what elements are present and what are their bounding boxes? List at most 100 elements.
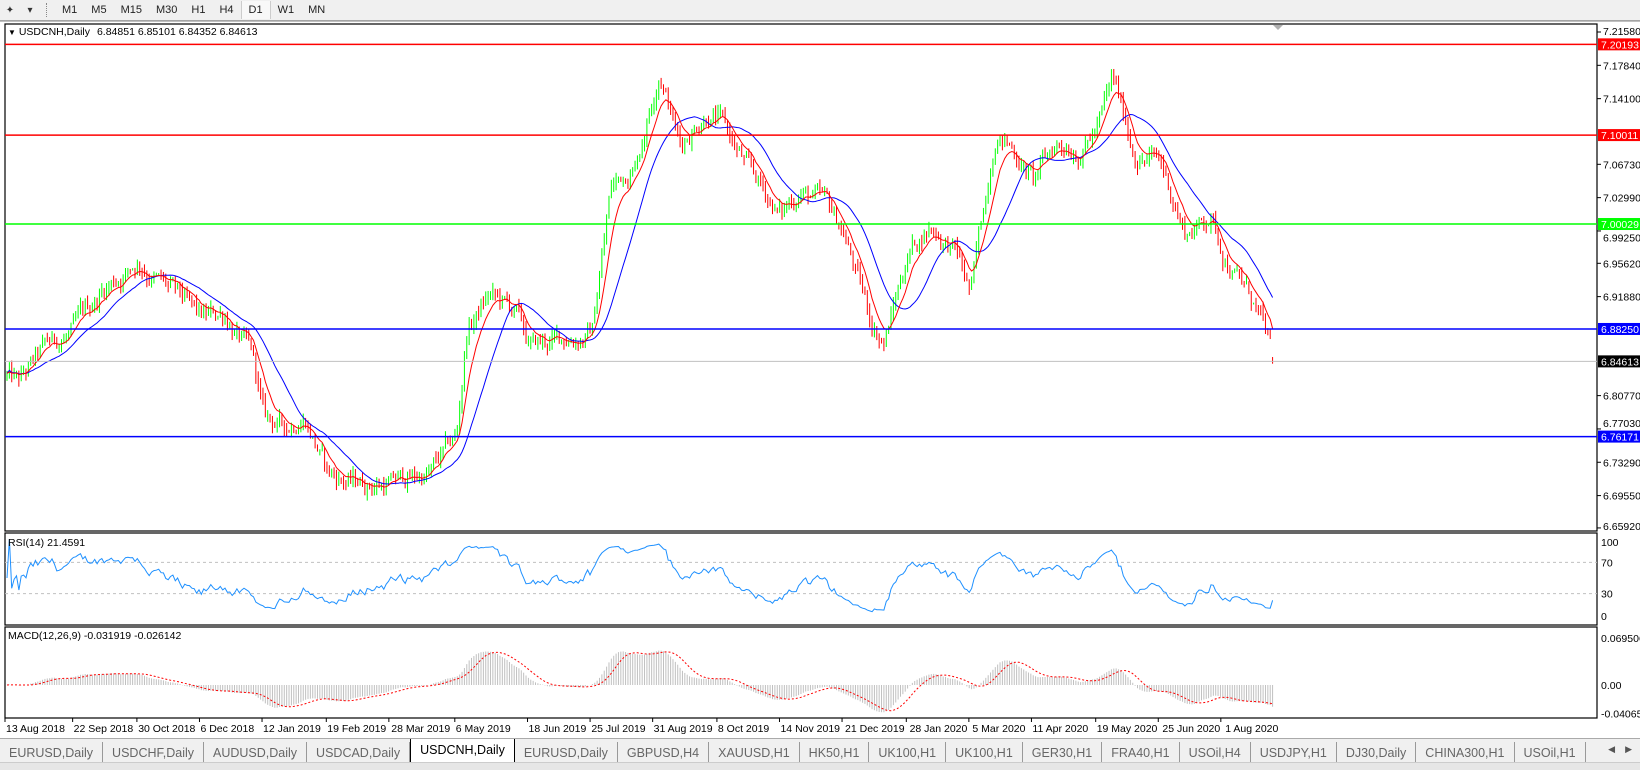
rsi-label: RSI(14) 21.4591 — [8, 537, 86, 549]
timeframe-toolbar: ✦ ▾ M1 M5 M15 M30 H1 H4 D1 W1 MN — [0, 0, 1640, 21]
chart-tab[interactable]: GBPUSD,H4 — [618, 742, 710, 764]
chart-tab[interactable]: UK100,H1 — [946, 742, 1023, 764]
price-tag — [1598, 430, 1640, 443]
candles — [6, 68, 1274, 501]
price-tick-label: 7.14100 — [1603, 94, 1640, 106]
timeframe-h4[interactable]: H4 — [219, 4, 234, 16]
collapse-arrow-icon[interactable]: ▼ — [8, 28, 16, 37]
timeframe-m1[interactable]: M1 — [62, 4, 78, 16]
date-tick-label: 25 Jun 2020 — [1162, 723, 1220, 735]
chart-tab[interactable]: EURUSD,Daily — [0, 742, 104, 764]
chart-canvas[interactable]: 7.21580 7.17840 7.14100 7.06730 7.02990 6.992… — [0, 0, 1640, 738]
date-tick-label: 5 Mar 2020 — [972, 723, 1025, 735]
timeframe-m5[interactable]: M5 — [91, 4, 107, 16]
price-tag-label: 7.20193 — [1601, 39, 1639, 51]
date-tick-label: 21 Dec 2019 — [845, 723, 905, 735]
timeframe-d1[interactable]: D1 — [240, 1, 271, 19]
chart-tab[interactable]: CHINA300,H1 — [1416, 742, 1515, 764]
chart-tab[interactable]: USDJPY,H1 — [1251, 742, 1337, 764]
price-tag-label: 7.00029 — [1601, 219, 1639, 231]
price-tick-label: 7.21580 — [1603, 26, 1640, 38]
chart-tabs: EURUSD,Daily USDCHF,Daily AUDUSD,Daily USDC… — [0, 738, 1640, 765]
chart-tab[interactable]: USOil,H4 — [1180, 742, 1251, 764]
rsi-line — [6, 538, 1274, 613]
tab-scroll: ◀ ▶ — [1600, 739, 1640, 760]
chart-tab[interactable]: DJ30,Daily — [1337, 742, 1417, 764]
chart-shift-marker-icon — [1273, 25, 1283, 30]
price-tick-label: 7.06730 — [1603, 159, 1640, 171]
date-tick-label: 1 Aug 2020 — [1225, 723, 1278, 735]
chart-tab[interactable]: HK50,H1 — [800, 742, 870, 764]
rsi-panel-border — [4, 532, 1598, 626]
date-tick-label: 19 May 2020 — [1097, 723, 1158, 735]
price-tick-label: 6.65920 — [1603, 521, 1640, 533]
tab-scroll-right-icon[interactable]: ▶ — [1625, 744, 1632, 754]
chart-tab[interactable]: AUDUSD,Daily — [204, 742, 308, 764]
price-tick-label: 6.77030 — [1603, 418, 1640, 430]
price-tag — [1598, 218, 1640, 231]
date-tick-label: 6 May 2019 — [456, 723, 511, 735]
price-tag — [1598, 322, 1640, 335]
chart-tab[interactable]: FRA40,H1 — [1102, 742, 1180, 764]
macd-panel-border — [4, 626, 1598, 719]
chart-tab[interactable]: USDCAD,Daily — [307, 742, 411, 764]
date-tick-label: 28 Mar 2019 — [391, 723, 450, 735]
dropdown-arrow-icon[interactable]: ▾ — [27, 4, 33, 16]
rsi-tick-label: 100 — [1601, 537, 1619, 549]
chart-tab[interactable]: GER30,H1 — [1023, 742, 1103, 764]
macd-tick-label: 0.00 — [1601, 680, 1622, 692]
price-tick-label: 6.91880 — [1603, 292, 1640, 304]
price-tag — [1598, 38, 1640, 51]
macd-tick-label: -0.040655 — [1601, 709, 1640, 721]
date-tick-label: 14 Nov 2019 — [780, 723, 840, 735]
rsi-indicator: 100 70 30 0 — [5, 537, 1619, 623]
date-tick-label: 12 Jan 2019 — [263, 723, 321, 735]
price-tag — [1598, 129, 1640, 142]
timeframe-w1[interactable]: W1 — [277, 4, 295, 16]
macd-indicator: 0.069506 0.00 -0.040655 — [6, 633, 1640, 721]
date-tick-label: 19 Feb 2019 — [327, 723, 386, 735]
status-strip — [0, 762, 1640, 770]
price-tick-label: 7.02990 — [1603, 193, 1640, 205]
chart-tab[interactable]: XAUUSD,H1 — [709, 742, 800, 764]
main-panel-border — [4, 23, 1598, 532]
date-tick-label: 11 Apr 2020 — [1032, 723, 1088, 735]
macd-tick-label: 0.069506 — [1601, 633, 1640, 645]
macd-signal-line — [6, 651, 1273, 712]
line-tools-icon[interactable]: ✦ — [5, 4, 15, 16]
symbol-label: USDCNH,Daily — [18, 26, 91, 38]
timeframe-mn[interactable]: MN — [308, 4, 326, 16]
price-tag — [1598, 355, 1640, 368]
chart-tab[interactable]: EURUSD,Daily — [515, 742, 618, 764]
date-tick-label: 30 Oct 2018 — [138, 723, 195, 735]
price-tick-label: 6.80770 — [1603, 391, 1640, 403]
timeframe-list: M1 M5 M15 M30 H1 H4 D1 W1 MN — [55, 1, 332, 19]
chart-tab[interactable]: USDCHF,Daily — [103, 742, 204, 764]
ma-fast-line — [6, 91, 1274, 488]
date-tick-label: 18 Jun 2019 — [529, 723, 587, 735]
price-tick-label: 6.99250 — [1603, 233, 1640, 245]
date-tick-label: 28 Jan 2020 — [910, 723, 968, 735]
timeframe-m15[interactable]: M15 — [120, 4, 142, 16]
price-tick-label: 6.95620 — [1603, 258, 1640, 270]
timeframe-m30[interactable]: M30 — [155, 4, 178, 16]
ohlc-values: 6.84851 6.85101 6.84352 6.84613 — [96, 26, 258, 38]
ma-slow-line — [6, 113, 1274, 485]
price-tag-label: 6.76171 — [1601, 432, 1639, 444]
price-tag-label: 6.84613 — [1601, 356, 1639, 368]
date-tick-label: 13 Aug 2018 — [6, 723, 65, 735]
timeframe-h1[interactable]: H1 — [191, 4, 206, 16]
date-tick-label: 6 Dec 2018 — [200, 723, 254, 735]
price-tag-label: 7.10011 — [1601, 130, 1638, 142]
chart-tab[interactable]: USDCNH,Daily — [410, 739, 515, 765]
date-axis: 13 Aug 2018 22 Sep 2018 30 Oct 2018 6 Dec 2… — [4, 718, 1279, 735]
tab-scroll-left-icon[interactable]: ◀ — [1608, 744, 1616, 754]
price-axis: 7.21580 7.17840 7.14100 7.06730 7.02990 6.992… — [1597, 26, 1640, 533]
price-tick-label: 6.73290 — [1603, 457, 1640, 469]
chart-tab[interactable]: USOil,H1 — [1515, 742, 1586, 764]
rsi-tick-label: 30 — [1601, 589, 1613, 601]
chart-tab[interactable]: UK100,H1 — [869, 742, 947, 764]
date-tick-label: 31 Aug 2019 — [654, 723, 713, 735]
price-tick-label: 6.69550 — [1603, 491, 1640, 503]
chart-title: ▼ USDCNH,Daily 6.84851 6.85101 6.84352 6… — [8, 26, 258, 38]
